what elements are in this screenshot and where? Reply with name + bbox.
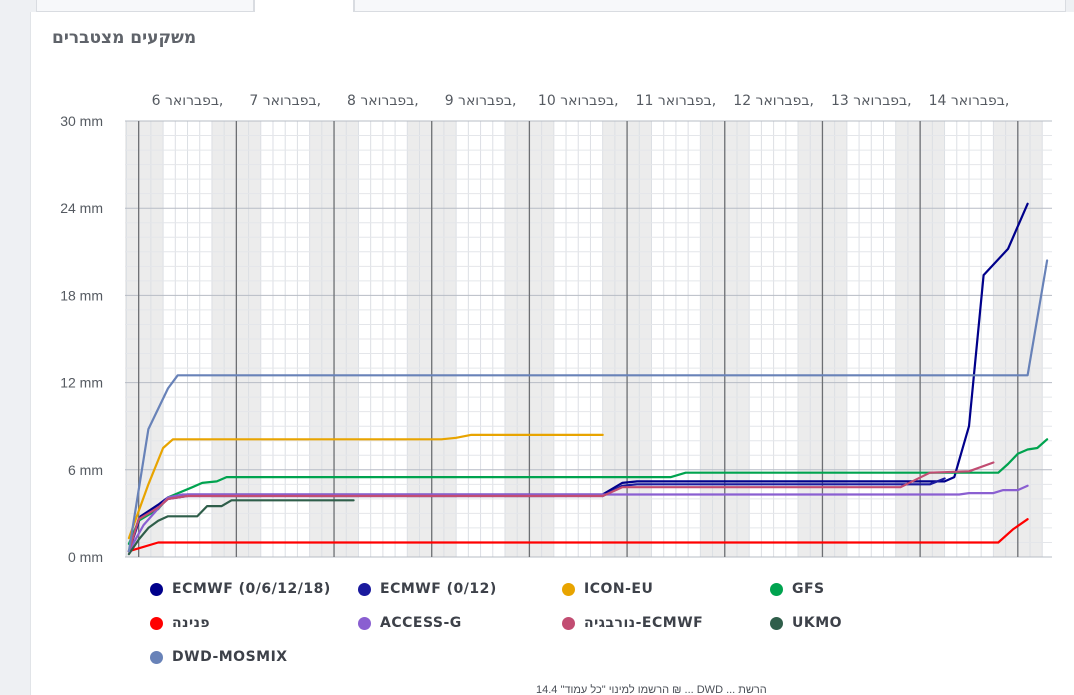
legend-label: ECMWF (0/12) — [380, 581, 497, 597]
tab-active[interactable] — [254, 0, 354, 12]
y-tick-label: 0 mm — [68, 549, 103, 565]
legend-color-dot — [562, 582, 575, 596]
day-label: 10 בפברואר, — [538, 93, 619, 109]
day-label: 8 בפברואר, — [347, 93, 419, 109]
legend-label: נורבגיה-ECMWF — [584, 615, 704, 631]
day-label: 11 בפברואר, — [636, 93, 717, 109]
day-label: 9 בפברואר, — [445, 93, 517, 109]
day-label: 7 בפברואר, — [249, 93, 321, 109]
series-line — [127, 518, 1029, 553]
legend-color-dot — [150, 650, 163, 664]
day-label: 14 בפברואר, — [929, 93, 1010, 109]
legend-item[interactable]: פנינה — [150, 612, 210, 634]
legend-item[interactable]: DWD-MOSMIX — [150, 646, 288, 668]
legend-item[interactable]: נורבגיה-ECMWF — [562, 612, 703, 634]
legend-item[interactable]: ECMWF (0/12) — [358, 578, 497, 600]
tab-next[interactable] — [354, 0, 1066, 12]
legend-item[interactable]: GFS — [770, 578, 825, 600]
legend-item[interactable]: ECMWF (0/6/12/18) — [150, 578, 331, 600]
legend-label: DWD-MOSMIX — [172, 649, 288, 665]
y-tick-label: 24 mm — [60, 200, 103, 216]
series-line — [127, 461, 995, 553]
legend-label: ACCESS-G — [380, 615, 462, 631]
tab-previous[interactable] — [36, 0, 254, 12]
day-label: 12 בפברואר, — [733, 93, 814, 109]
legend-label: פנינה — [172, 615, 211, 631]
series-line — [127, 499, 355, 556]
y-tick-label: 6 mm — [68, 462, 103, 478]
legend-color-dot — [562, 616, 575, 630]
footnote-text: הרשמו למינוי "כל עמוד" 14.4 ₪ ... DWD ..… — [536, 684, 767, 695]
y-tick-label: 12 mm — [60, 375, 103, 391]
chart-legend: ECMWF (0/6/12/18) ECMWF (0/12) ICON-EU GFS פ… — [150, 578, 1050, 674]
legend-label: ECMWF (0/6/12/18) — [172, 581, 331, 597]
series-line — [127, 259, 1049, 553]
legend-item[interactable]: ACCESS-G — [358, 612, 462, 634]
legend-label: UKMO — [792, 615, 843, 631]
legend-color-dot — [358, 582, 371, 596]
series-line — [127, 202, 1029, 553]
legend-color-dot — [770, 616, 783, 630]
legend-item[interactable]: UKMO — [770, 612, 842, 634]
chart-title: משקעים מצטברים — [52, 28, 197, 48]
legend-label: GFS — [792, 581, 825, 597]
day-label: 6 בפברואר, — [152, 93, 224, 109]
day-label: 13 בפברואר, — [831, 93, 912, 109]
legend-color-dot — [770, 582, 783, 596]
legend-label: ICON-EU — [584, 581, 654, 597]
legend-color-dot — [358, 616, 371, 630]
legend-color-dot — [150, 582, 163, 596]
tab-strip — [0, 0, 1074, 12]
y-tick-label: 30 mm — [60, 113, 103, 129]
y-tick-label: 18 mm — [60, 287, 103, 303]
series-line — [127, 433, 604, 540]
legend-color-dot — [150, 616, 163, 630]
legend-item[interactable]: ICON-EU — [562, 578, 653, 600]
